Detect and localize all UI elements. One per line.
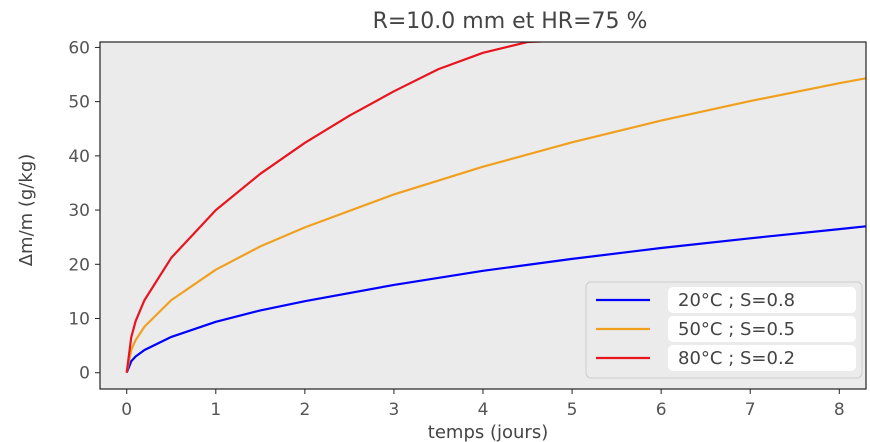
x-tick-label-background	[288, 397, 321, 420]
x-tick-label: 0	[121, 400, 132, 420]
y-tick-label: 50	[68, 93, 90, 113]
y-tick-label-background	[40, 252, 84, 277]
chart-title: R=10.0 mm et HR=75 %	[373, 9, 648, 34]
series-line-3	[125, 42, 866, 373]
y-tick-label: 60	[68, 38, 90, 58]
x-tick-label: 7	[745, 400, 756, 420]
x-tick-label-background	[645, 397, 678, 420]
x-tick-label-background	[556, 397, 589, 420]
legend-label-3: 80°C ; S=0.2	[678, 348, 795, 369]
chart-title-background	[292, 4, 728, 34]
legend-label-2: 50°C ; S=0.5	[678, 319, 795, 340]
y-tick-label-background	[40, 198, 84, 223]
x-tick-label: 8	[834, 400, 845, 420]
legend: 20°C ; S=0.8 50°C ; S=0.5 80°C ; S=0.2	[585, 281, 863, 379]
y-axis-title: Δm/m (g/kg)	[16, 154, 37, 267]
legend-label-background	[668, 287, 856, 313]
x-tick-label: 3	[389, 400, 400, 420]
x-axis-ticks: 0 1 2 3 4 5 6 7 8	[110, 389, 856, 420]
series-layer	[125, 42, 866, 374]
y-tick-label: 10	[68, 310, 90, 330]
x-tick-label-background	[377, 397, 410, 420]
series-line-1	[125, 225, 866, 374]
y-axis-ticks: 0 10 20 30 40 50 60	[40, 35, 100, 385]
y-tick-label: 20	[68, 255, 90, 275]
legend-label-1: 20°C ; S=0.8	[678, 290, 795, 311]
x-tick-label-background	[199, 397, 232, 420]
y-tick-label: 40	[68, 147, 90, 167]
x-tick-label: 5	[567, 400, 578, 420]
x-tick-label-background	[110, 397, 143, 420]
y-tick-label-background	[40, 35, 84, 60]
x-tick-label: 2	[299, 400, 310, 420]
legend-label-background	[668, 345, 856, 371]
y-tick-label-background	[40, 360, 84, 385]
x-tick-label-background	[467, 397, 499, 420]
y-tick-label-background	[40, 306, 84, 331]
x-tick-label: 6	[656, 400, 667, 420]
y-tick-label: 0	[79, 364, 90, 384]
y-tick-label-background	[40, 143, 84, 168]
x-tick-label: 4	[478, 400, 489, 420]
x-tick-label: 1	[210, 400, 221, 420]
x-axis-title-background	[382, 419, 582, 442]
x-axis-title: temps (jours)	[428, 422, 548, 442]
y-tick-label-background	[40, 89, 84, 114]
x-tick-label-background	[734, 397, 767, 420]
legend-label-background	[668, 316, 856, 342]
y-tick-label: 30	[68, 201, 90, 221]
x-tick-label-background	[823, 397, 856, 420]
series-line-2	[125, 77, 866, 373]
